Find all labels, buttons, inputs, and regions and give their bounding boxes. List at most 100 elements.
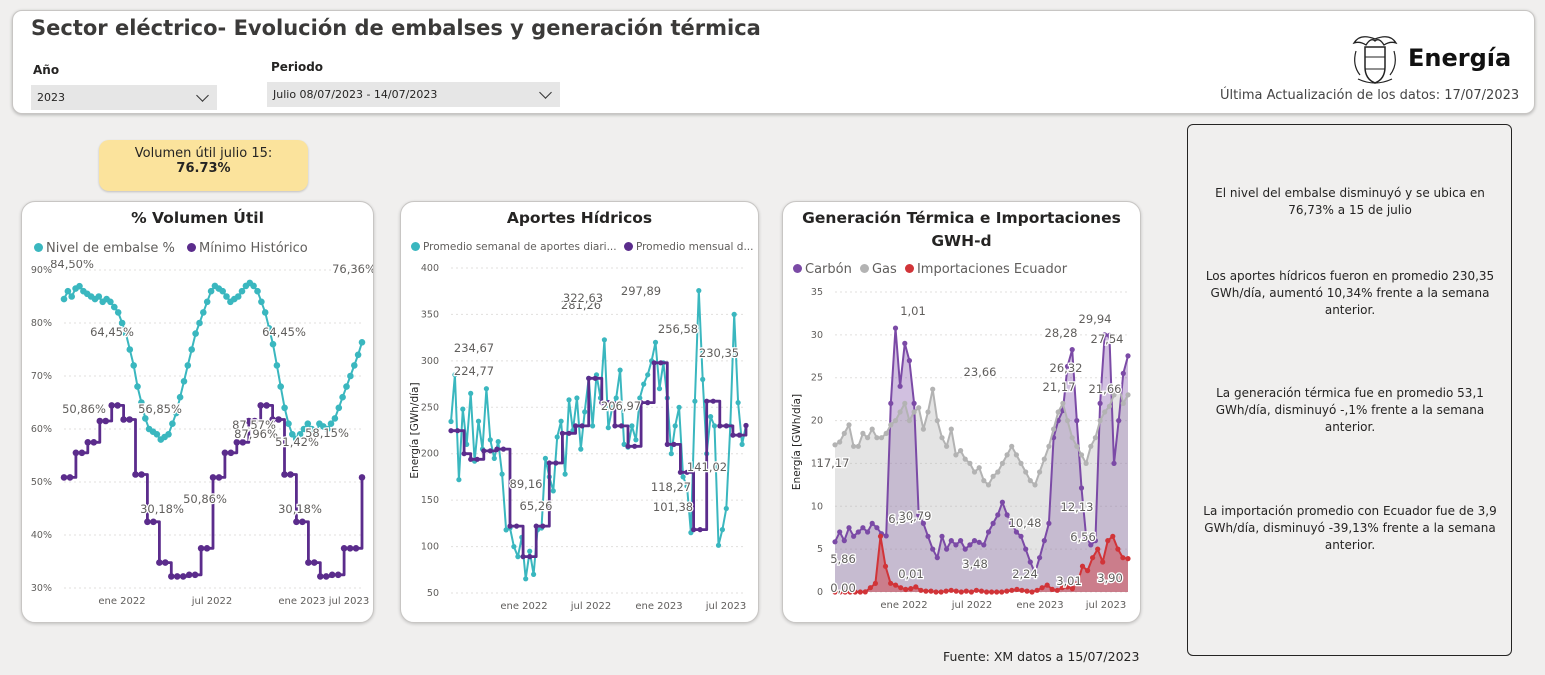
data-point — [257, 402, 264, 409]
x-tick-label: jul 2023 — [705, 601, 747, 612]
data-point — [717, 423, 723, 429]
data-point — [645, 372, 651, 378]
data-point — [691, 527, 697, 533]
data-point — [203, 545, 211, 552]
data-point — [153, 431, 161, 438]
legend-dot — [793, 264, 802, 273]
data-label: 30,79 — [899, 509, 932, 523]
data-point — [832, 539, 838, 545]
data-point — [842, 589, 848, 595]
data-point — [570, 427, 576, 434]
data-point — [273, 362, 281, 369]
legend-item-carbon[interactable]: Carbón — [793, 262, 852, 277]
data-point — [507, 523, 513, 529]
data-point — [911, 400, 917, 406]
data-label: 27,54 — [1091, 332, 1124, 346]
data-point — [898, 585, 904, 591]
data-label: 10,48 — [1009, 516, 1042, 530]
data-point — [1111, 460, 1117, 466]
data-point — [144, 518, 151, 526]
data-point — [676, 404, 682, 410]
data-point — [285, 420, 292, 427]
data-point — [633, 437, 639, 443]
data-point — [860, 430, 866, 436]
data-point — [851, 533, 857, 539]
data-point — [566, 430, 572, 436]
legend-item-minimo[interactable]: Mínimo Histórico — [187, 241, 308, 256]
period-slicer[interactable]: Julio 08/07/2023 - 14/07/2023 — [267, 82, 560, 107]
legend-item-nivel[interactable]: Nivel de embalse % — [34, 241, 175, 256]
data-point — [108, 402, 115, 409]
data-point — [574, 395, 580, 401]
legend-item-mensual[interactable]: Promedio mensual d... — [623, 241, 753, 253]
data-point — [902, 400, 908, 406]
data-point — [625, 443, 631, 449]
data-point — [939, 533, 945, 539]
data-point — [586, 375, 592, 381]
data-point — [527, 548, 533, 554]
data-point — [916, 405, 922, 411]
chevron-down-icon — [539, 86, 552, 99]
data-point — [1018, 460, 1024, 466]
data-point — [1125, 556, 1131, 562]
data-label: 87,57% — [232, 418, 276, 432]
legend-item-importaciones[interactable]: Importaciones Ecuador — [904, 262, 1067, 277]
data-point — [1060, 400, 1066, 406]
data-point — [638, 400, 644, 406]
data-point — [448, 418, 454, 425]
data-point — [715, 542, 722, 548]
termica-chart-plot[interactable]: 0 5 10 15 20 25 30 35 ene 2022 jul 2022 ene 2023 ju… — [783, 280, 1140, 618]
volume-kpi-card: Volumen útil julio 15: 76.73% — [99, 140, 308, 191]
data-point — [1059, 585, 1065, 591]
volumen-chart-plot[interactable]: 30% 40% 50% 60% 70% 80% 90% ene 2022 jul 2022 ene… — [22, 260, 373, 618]
data-point — [841, 430, 847, 436]
x-tick-label: ene 2022 — [98, 596, 145, 607]
data-point — [841, 538, 847, 544]
y-tick-label: 40% — [31, 530, 52, 541]
data-point — [354, 351, 362, 359]
data-point — [1095, 546, 1101, 552]
data-point — [999, 460, 1005, 466]
data-point — [832, 589, 838, 595]
data-point — [156, 559, 163, 566]
summary-termica: La generación térmica fue en promedio 53… — [1215, 386, 1485, 434]
data-point — [872, 580, 878, 586]
data-point — [277, 383, 284, 390]
data-point — [173, 573, 181, 580]
data-point — [114, 309, 122, 316]
data-point — [995, 512, 1001, 518]
legend-dot — [187, 243, 197, 252]
data-point — [566, 397, 572, 403]
data-point — [978, 588, 985, 594]
data-point — [292, 435, 300, 443]
data-point — [999, 499, 1005, 505]
data-label: 64,45% — [262, 325, 306, 339]
data-point — [605, 400, 611, 406]
data-point — [300, 425, 308, 433]
legend-item-semanal[interactable]: Promedio semanal de aportes diari... — [411, 241, 617, 253]
data-point — [1041, 456, 1047, 462]
data-point — [677, 469, 683, 475]
aportes-chart-plot[interactable]: 50 100 150 200 250 300 350 400 ene 2022 jul 2022 e… — [401, 260, 758, 618]
data-point — [168, 573, 175, 580]
data-point — [251, 417, 258, 425]
legend-item-gas[interactable]: Gas — [859, 262, 897, 277]
year-slicer[interactable]: 2023 — [31, 85, 217, 110]
data-point — [629, 423, 635, 429]
data-point — [962, 546, 968, 552]
data-point — [958, 589, 964, 595]
data-point — [672, 423, 678, 429]
data-label: 84,50% — [50, 260, 94, 271]
y-tick-label: 80% — [31, 318, 52, 329]
data-point — [130, 362, 137, 369]
data-point — [878, 435, 885, 441]
x-tick-label: ene 2023 — [635, 601, 682, 612]
data-point — [939, 435, 945, 441]
data-point — [867, 585, 873, 591]
data-label: 234,67 — [454, 341, 494, 355]
data-label: 5,86 — [830, 552, 856, 566]
data-point — [1018, 533, 1024, 539]
data-point — [582, 409, 588, 415]
data-point — [219, 287, 226, 295]
data-label: 281,26 — [561, 298, 601, 312]
